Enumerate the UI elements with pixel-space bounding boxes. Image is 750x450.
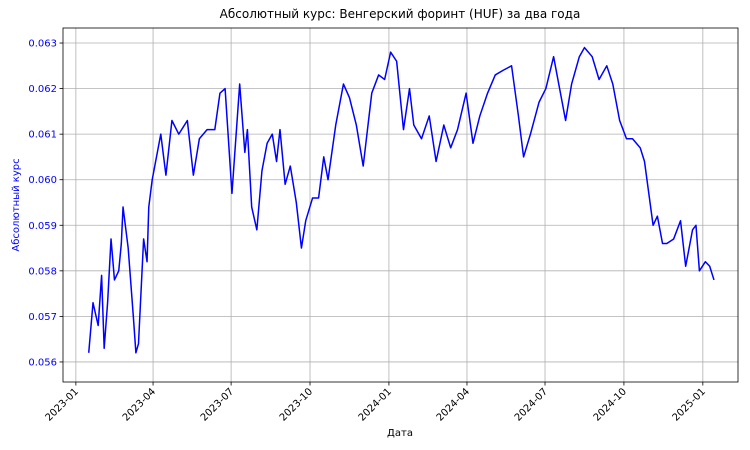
data-line — [87, 46, 715, 354]
y-tick-label: 0.063 — [28, 39, 57, 50]
y-tick-label: 0.058 — [28, 266, 57, 277]
y-tick-label: 0.062 — [28, 84, 57, 95]
y-tick-label: 0.059 — [28, 221, 57, 232]
x-axis-label: Дата — [387, 428, 413, 439]
y-tick-label: 0.057 — [28, 312, 57, 323]
plot-frame — [62, 27, 739, 383]
chart-title: Абсолютный курс: Венгерский форинт (HUF)… — [220, 7, 581, 21]
y-tick-label: 0.056 — [28, 357, 57, 368]
y-tick-label: 0.060 — [28, 175, 57, 186]
y-axis-label: Абсолютный курс — [11, 158, 22, 251]
y-tick-label: 0.061 — [28, 130, 57, 141]
